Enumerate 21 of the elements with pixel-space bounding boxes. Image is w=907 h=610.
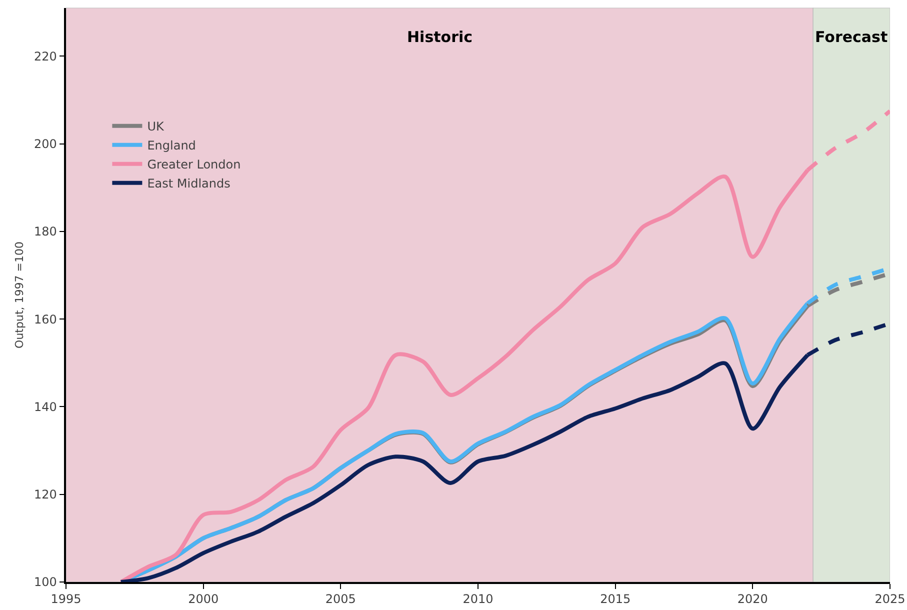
band-label: Forecast <box>815 28 888 46</box>
y-tick-label: 220 <box>34 49 57 64</box>
legend-label: Greater London <box>147 158 241 172</box>
x-tick-label: 2015 <box>600 592 631 606</box>
y-axis-title: Output, 1997 =100 <box>13 242 26 348</box>
y-tick-label: 140 <box>34 400 57 414</box>
y-tick-label: 160 <box>34 312 57 326</box>
x-tick-label: 2020 <box>737 592 768 606</box>
y-tick-label: 100 <box>34 575 57 590</box>
band-label: Historic <box>407 28 473 46</box>
legend-label: East Midlands <box>147 176 230 190</box>
y-tick-label: 180 <box>34 224 57 239</box>
legend-label: England <box>147 138 196 152</box>
x-tick-label: 2025 <box>874 592 906 606</box>
legend-label: UK <box>147 120 165 134</box>
x-tick-label: 2010 <box>462 592 494 606</box>
x-tick-label: 1995 <box>50 592 82 606</box>
x-tick-label: 2000 <box>188 592 219 606</box>
y-tick-label: 120 <box>34 488 57 502</box>
x-tick-label: 2005 <box>325 592 356 606</box>
y-tick-label: 200 <box>34 137 57 152</box>
